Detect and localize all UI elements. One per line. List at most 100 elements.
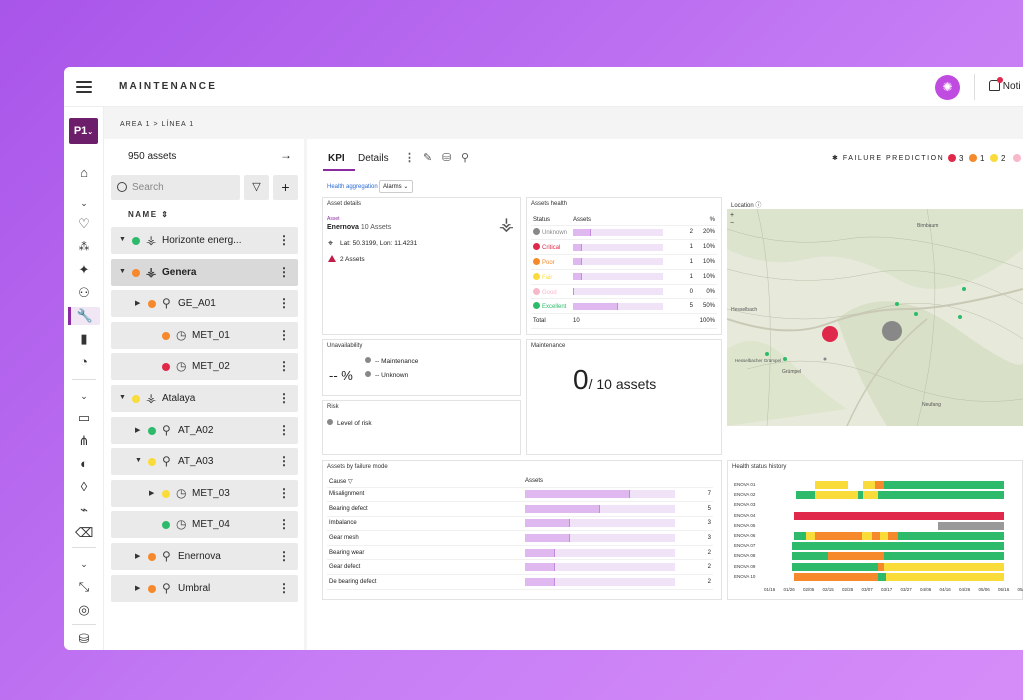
history-segment[interactable] bbox=[884, 491, 1004, 500]
chevron-down-icon[interactable]: ⌄ bbox=[80, 559, 88, 569]
failure-prediction-count[interactable]: 3 bbox=[948, 154, 963, 163]
more-icon[interactable]: ⋮ bbox=[278, 264, 290, 279]
notifications-button[interactable]: Noti bbox=[989, 77, 1021, 92]
project-selector[interactable]: P1⌄ bbox=[69, 118, 98, 144]
history-segment[interactable] bbox=[796, 491, 815, 500]
caret-icon[interactable]: ▶ bbox=[135, 584, 141, 592]
failure-prediction-count[interactable] bbox=[1013, 154, 1023, 163]
more-icon[interactable]: ⋮ bbox=[278, 233, 290, 247]
home-icon[interactable]: ⌂ bbox=[80, 165, 88, 180]
tab-details[interactable]: Details bbox=[358, 153, 389, 164]
tree-node[interactable]: ▼ ⚲ AT_A03 ⋮ bbox=[111, 448, 298, 476]
caret-icon[interactable]: ▶ bbox=[135, 300, 141, 308]
history-segment[interactable] bbox=[878, 562, 884, 571]
history-segment[interactable] bbox=[794, 511, 1004, 520]
gauge-icon[interactable]: ◔ bbox=[80, 354, 88, 369]
zoom-controls[interactable]: + − bbox=[730, 212, 735, 227]
caret-icon[interactable]: ▼ bbox=[135, 457, 142, 465]
history-segment[interactable] bbox=[886, 572, 1004, 581]
history-segment[interactable] bbox=[806, 532, 815, 540]
health-aggregation-link[interactable]: Health aggregation bbox=[327, 184, 378, 190]
network-icon[interactable]: ⋔ bbox=[78, 433, 90, 448]
history-segment[interactable] bbox=[884, 481, 1004, 489]
pin-icon[interactable]: ⚲ bbox=[461, 152, 470, 164]
tree-node[interactable]: ▶ ⚲ AT_A02 ⋮ bbox=[111, 416, 298, 444]
more-icon[interactable]: ⋮ bbox=[278, 485, 290, 500]
filter-button[interactable]: ▽ bbox=[244, 175, 269, 200]
more-icon[interactable]: ⋮ bbox=[404, 152, 415, 164]
history-segment[interactable] bbox=[858, 491, 863, 500]
drop-icon[interactable]: ◊ bbox=[80, 479, 88, 494]
more-icon[interactable]: ⋮ bbox=[278, 296, 290, 311]
menu-icon[interactable] bbox=[76, 81, 92, 93]
history-segment[interactable] bbox=[884, 562, 1004, 571]
database-icon[interactable]: ⛁ bbox=[78, 631, 90, 646]
more-icon[interactable]: ⋮ bbox=[278, 422, 290, 437]
caret-icon[interactable]: ▶ bbox=[135, 426, 141, 434]
history-segment[interactable] bbox=[792, 562, 812, 571]
more-icon[interactable]: ⋮ bbox=[278, 580, 290, 595]
wrench-icon[interactable]: 🔧 bbox=[68, 307, 100, 325]
tree-node[interactable]: ▼ ⚶ Horizonte energ... ⋮ bbox=[111, 227, 298, 254]
more-icon[interactable]: ⋮ bbox=[278, 454, 290, 469]
bar-chart-icon[interactable]: ▮ bbox=[80, 331, 88, 346]
history-segment[interactable] bbox=[862, 532, 872, 540]
history-segment[interactable] bbox=[835, 481, 848, 489]
location-map[interactable]: Birnbaum Hesselbach Hesselbacher Grümpel… bbox=[727, 209, 1023, 426]
eraser-icon[interactable]: ⌫ bbox=[75, 525, 94, 540]
oil-icon[interactable]: ◐ bbox=[80, 456, 88, 471]
history-segment[interactable] bbox=[878, 572, 886, 581]
tree-node[interactable]: ◷ MET_02 ⋮ bbox=[111, 353, 298, 381]
history-segment[interactable] bbox=[884, 552, 1004, 561]
more-icon[interactable]: ⋮ bbox=[278, 549, 290, 563]
sparkle-icon[interactable]: ✦ bbox=[78, 262, 90, 277]
history-segment[interactable] bbox=[792, 552, 828, 561]
monitor-icon[interactable]: ▭ bbox=[77, 410, 91, 425]
collapse-icon[interactable]: ⤡ bbox=[78, 579, 90, 594]
history-segment[interactable] bbox=[828, 552, 884, 561]
badge-icon[interactable]: ⚇ bbox=[78, 285, 90, 300]
history-segment[interactable] bbox=[794, 532, 806, 540]
tab-kpi[interactable]: KPI bbox=[328, 153, 345, 164]
history-segment[interactable] bbox=[872, 532, 880, 540]
history-segment[interactable] bbox=[815, 481, 835, 489]
avatar[interactable]: ✺ bbox=[935, 75, 960, 100]
database-icon[interactable]: ⛁ bbox=[442, 152, 452, 164]
caret-icon[interactable]: ▼ bbox=[119, 236, 126, 243]
failure-prediction-count[interactable]: 2 bbox=[990, 154, 1005, 163]
caret-icon[interactable]: ▼ bbox=[119, 394, 126, 401]
more-icon[interactable]: ⋮ bbox=[278, 327, 290, 342]
history-segment[interactable] bbox=[863, 481, 875, 489]
history-segment[interactable] bbox=[880, 532, 888, 540]
tree-node[interactable]: ▶ ◷ MET_03 ⋮ bbox=[111, 479, 298, 507]
history-segment[interactable] bbox=[792, 542, 1004, 551]
arrow-right-icon[interactable]: → bbox=[280, 148, 292, 162]
edit-icon[interactable]: ✎ bbox=[423, 152, 433, 164]
tree-node[interactable]: ▶ ⚲ Umbral ⋮ bbox=[111, 574, 298, 602]
add-button[interactable]: + bbox=[273, 175, 298, 200]
history-segment[interactable] bbox=[794, 572, 878, 581]
history-segment[interactable] bbox=[812, 562, 878, 571]
heart-monitor-icon[interactable]: ♡ bbox=[78, 216, 90, 231]
dna-icon[interactable]: ⁂ bbox=[78, 241, 90, 253]
more-icon[interactable]: ⋮ bbox=[278, 359, 290, 374]
history-segment[interactable] bbox=[878, 491, 884, 500]
caret-icon[interactable]: ▶ bbox=[149, 489, 155, 497]
history-segment[interactable] bbox=[888, 532, 898, 540]
chevron-down-icon[interactable]: ⌄ bbox=[80, 198, 88, 208]
tree-node[interactable]: ▼ ⚶ Genera ⋮ bbox=[111, 258, 298, 286]
chevron-down-icon[interactable]: ⌄ bbox=[80, 391, 88, 401]
history-segment[interactable] bbox=[863, 491, 878, 500]
tree-node[interactable]: ▶ ⚲ Enernova ⋮ bbox=[111, 543, 298, 570]
alarms-select[interactable]: Alarms ⌄ bbox=[379, 180, 413, 193]
plug-icon[interactable]: ⌁ bbox=[80, 502, 88, 517]
history-segment[interactable] bbox=[875, 481, 884, 489]
history-segment[interactable] bbox=[815, 532, 862, 540]
tree-node[interactable]: ◷ MET_04 ⋮ bbox=[111, 511, 298, 539]
more-icon[interactable]: ⋮ bbox=[278, 517, 290, 532]
caret-icon[interactable]: ▼ bbox=[119, 267, 126, 275]
name-column-header[interactable]: NAME ⇕ bbox=[128, 210, 170, 219]
caret-icon[interactable]: ▶ bbox=[135, 553, 141, 560]
tree-node[interactable]: ▶ ⚲ GE_A01 ⋮ bbox=[111, 290, 298, 318]
history-segment[interactable] bbox=[815, 491, 858, 500]
